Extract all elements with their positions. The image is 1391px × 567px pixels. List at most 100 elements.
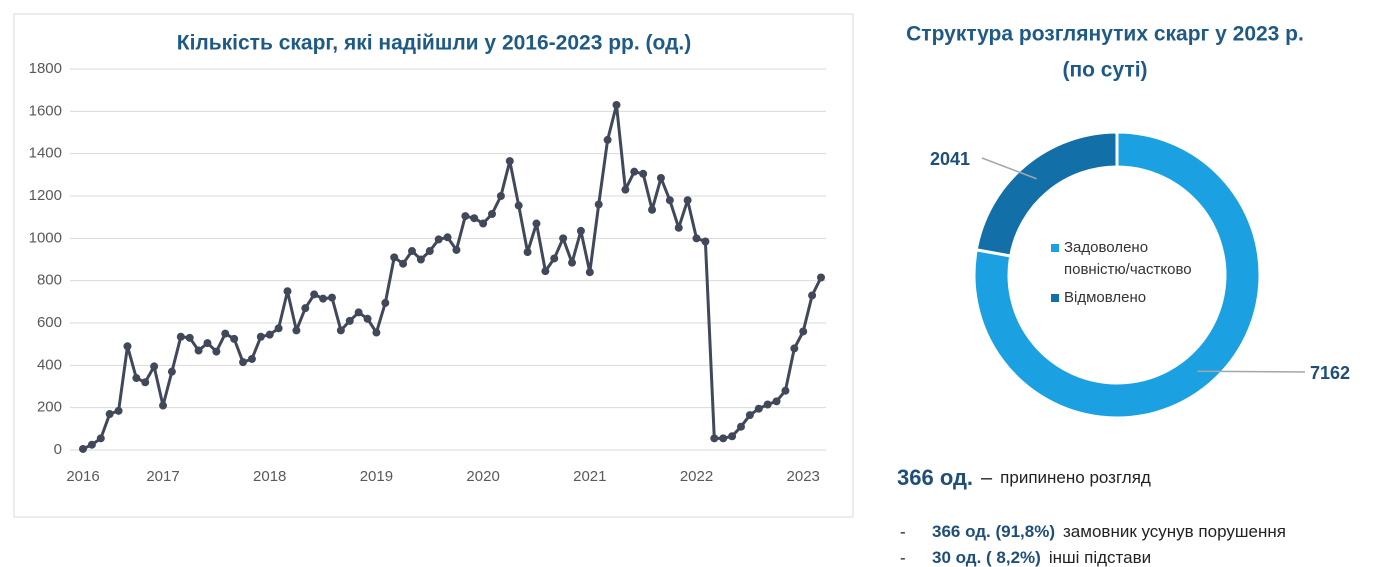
y-tick-label: 400 — [37, 356, 62, 373]
donut-segment — [974, 130, 1119, 258]
data-point — [799, 327, 808, 336]
y-tick-label: 800 — [37, 272, 62, 289]
data-label: 2041 — [930, 149, 970, 169]
data-point — [230, 334, 239, 343]
summary-item: - 366 од. (91,8%) замовник усунув порушен… — [900, 522, 1286, 541]
data-point — [470, 214, 479, 223]
data-point — [817, 273, 825, 282]
data-point — [79, 444, 87, 453]
y-tick-label: 1400 — [29, 145, 62, 162]
y-tick-label: 1000 — [29, 229, 62, 246]
data-point — [381, 298, 390, 307]
data-point — [132, 374, 141, 383]
donut-title: Структура розглянутих скарг у 2023 р. — [906, 23, 1304, 46]
y-tick-label: 200 — [37, 399, 62, 416]
data-point — [648, 205, 657, 214]
data-point — [319, 294, 328, 303]
data-point — [274, 324, 283, 333]
data-point — [568, 258, 577, 267]
data-point — [105, 410, 114, 419]
data-point — [167, 367, 176, 376]
data-point — [123, 342, 132, 351]
data-point — [461, 212, 470, 221]
data-point — [354, 308, 363, 317]
item-line: 366 од. (91,8%) замовник усунув порушення — [932, 522, 1286, 541]
data-point — [159, 401, 168, 410]
data-point — [194, 346, 203, 355]
data-point — [203, 339, 212, 348]
data-point — [683, 196, 692, 205]
summary-headline: 366 од. – припинено розгляд — [897, 465, 1151, 490]
y-tick-label: 0 — [54, 441, 62, 458]
x-tick-label: 2020 — [466, 468, 499, 485]
summary-item: - 30 од. ( 8,2%) інші підстави — [900, 548, 1151, 567]
data-point — [656, 174, 665, 183]
data-point — [781, 386, 790, 395]
item-line: 30 од. ( 8,2%) інші підстави — [932, 548, 1151, 567]
data-point — [772, 397, 781, 406]
data-point — [541, 267, 550, 276]
data-point — [256, 332, 265, 341]
donut-segment — [972, 130, 1262, 420]
data-point — [736, 422, 745, 431]
data-point — [550, 254, 559, 263]
item-text: замовник усунув порушення — [1063, 522, 1286, 541]
data-point — [239, 358, 248, 367]
data-point — [372, 328, 381, 337]
data-point — [363, 314, 372, 323]
legend-entry: Задоволено повністю/частково — [1064, 239, 1192, 278]
data-point — [585, 268, 594, 277]
x-tick-label: 2017 — [146, 468, 179, 485]
data-point — [745, 411, 754, 420]
data-point — [212, 347, 221, 356]
data-label: 7162 — [1310, 363, 1350, 383]
data-point — [665, 196, 674, 205]
data-point — [479, 219, 488, 228]
data-point — [639, 169, 648, 178]
chart-frame — [13, 13, 854, 518]
data-point — [443, 233, 452, 242]
data-point — [141, 378, 150, 387]
data-point — [603, 135, 612, 144]
data-point — [630, 167, 639, 176]
legend-entry: Відмовлено — [1064, 289, 1146, 306]
data-point — [728, 432, 737, 441]
data-point — [594, 200, 603, 209]
data-point — [265, 330, 274, 339]
data-point — [719, 434, 728, 443]
data-point — [559, 234, 568, 243]
data-point — [150, 362, 159, 371]
data-point — [327, 293, 336, 302]
data-point — [505, 157, 514, 166]
y-tick-label: 1200 — [29, 187, 62, 204]
data-point — [176, 332, 185, 341]
data-point — [701, 237, 710, 246]
legend-swatch — [1051, 294, 1059, 302]
headline-value: 366 од. — [897, 465, 973, 490]
y-tick-label: 1800 — [29, 60, 62, 77]
x-tick-label: 2023 — [787, 468, 820, 485]
data-point — [674, 223, 683, 232]
y-tick-label: 1600 — [29, 102, 62, 119]
data-point — [532, 219, 541, 228]
data-point — [399, 259, 408, 268]
headline-dash: – — [981, 467, 993, 489]
bullet: - — [900, 522, 906, 541]
donut-subtitle: (по суті) — [1062, 59, 1147, 82]
data-point — [612, 100, 621, 109]
item-value: 366 од. (91,8%) — [932, 522, 1055, 541]
data-point — [523, 248, 532, 257]
item-value: 30 од. ( 8,2%) — [932, 548, 1041, 567]
data-point — [247, 354, 256, 363]
data-point — [425, 247, 434, 256]
line-chart: 0 200 400 600 800 1000 1200 1400 1600 1800 2016 201… — [29, 60, 826, 485]
data-point — [621, 185, 630, 194]
data-point — [221, 329, 230, 338]
data-point — [310, 290, 319, 299]
legend-swatch — [1051, 244, 1059, 252]
data-point — [185, 333, 194, 342]
data-point — [96, 434, 105, 443]
data-point — [790, 344, 799, 353]
x-tick-label: 2019 — [360, 468, 393, 485]
